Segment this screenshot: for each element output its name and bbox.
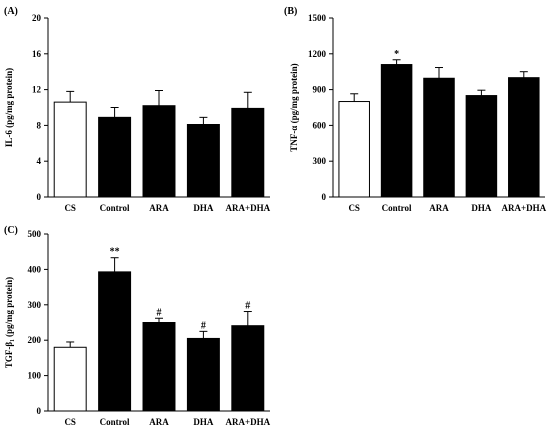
bar-cs xyxy=(53,101,87,198)
chart-panel-3: (C) 0 100 200 300 400 500 TGF-β₁ (pg/mg protein… xyxy=(4,225,271,427)
y-axis-title: TGF-β₁ (pg/mg protein) xyxy=(4,277,14,368)
x-category-label: CS xyxy=(64,203,76,213)
bar-dha xyxy=(186,124,220,198)
panel-label: (C) xyxy=(4,225,18,236)
significance-marker: ** xyxy=(110,247,120,258)
significance-marker: * xyxy=(394,49,399,60)
y-tick-label: 1500 xyxy=(308,13,327,23)
y-tick-label: 4 xyxy=(37,156,42,166)
y-axis-title: IL-6 (pg/mg protein) xyxy=(4,68,14,147)
y-tick-label: 0 xyxy=(37,406,42,416)
bar-control xyxy=(380,64,413,198)
bar-ara xyxy=(423,77,455,198)
panel-label: (A) xyxy=(4,6,18,17)
y-axis-title: TNF-α (pg/mg protein) xyxy=(289,63,299,151)
x-category-label: ARA+DHA xyxy=(225,417,270,427)
chart-panel-2: (B) 0 300 600 900 1200 1500 TNF-α (pg/mg protei… xyxy=(284,6,547,213)
chart-panel-1: (A) 0 4 8 12 16 20 IL-6 (pg/mg protein) CS Contro… xyxy=(4,6,271,213)
bar-cs xyxy=(338,101,370,198)
x-category-label: DHA xyxy=(193,417,214,427)
significance-marker: # xyxy=(245,301,250,312)
bar-ara-dha xyxy=(231,325,265,412)
x-category-label: DHA xyxy=(471,203,492,213)
y-tick-label: 300 xyxy=(28,300,42,310)
y-tick-label: 400 xyxy=(28,264,42,274)
significance-marker: # xyxy=(157,307,162,318)
x-category-label: ARA xyxy=(149,417,169,427)
significance-marker: # xyxy=(201,320,206,331)
x-category-label: Control xyxy=(100,203,130,213)
y-tick-label: 0 xyxy=(322,192,327,202)
bar-control xyxy=(98,116,132,198)
x-category-label: DHA xyxy=(193,203,214,213)
y-tick-label: 1200 xyxy=(308,49,327,59)
bar-dha xyxy=(465,95,498,198)
y-tick-label: 0 xyxy=(37,192,42,202)
y-tick-label: 8 xyxy=(37,120,42,130)
bar-control xyxy=(98,271,132,412)
y-tick-label: 200 xyxy=(28,335,42,345)
bar-cs xyxy=(53,346,87,412)
y-tick-label: 12 xyxy=(32,85,42,95)
bar-ara-dha xyxy=(231,107,265,198)
y-tick-label: 900 xyxy=(313,85,327,95)
x-category-label: CS xyxy=(348,203,360,213)
x-category-label: ARA xyxy=(429,203,449,213)
x-category-label: Control xyxy=(100,417,130,427)
x-category-label: ARA xyxy=(149,203,169,213)
x-category-label: CS xyxy=(64,417,76,427)
y-tick-label: 300 xyxy=(313,156,327,166)
y-tick-label: 600 xyxy=(313,120,327,130)
x-category-label: ARA+DHA xyxy=(501,203,546,213)
x-category-label: Control xyxy=(382,203,412,213)
y-tick-label: 20 xyxy=(32,13,42,23)
bar-dha xyxy=(186,337,220,412)
y-tick-label: 16 xyxy=(32,49,42,59)
bar-ara xyxy=(142,322,176,412)
y-tick-label: 500 xyxy=(28,229,42,239)
bar-ara-dha xyxy=(508,77,540,198)
bar-ara xyxy=(142,105,176,198)
panel-label: (B) xyxy=(284,6,297,17)
x-category-label: ARA+DHA xyxy=(225,203,270,213)
y-tick-label: 100 xyxy=(28,371,42,381)
